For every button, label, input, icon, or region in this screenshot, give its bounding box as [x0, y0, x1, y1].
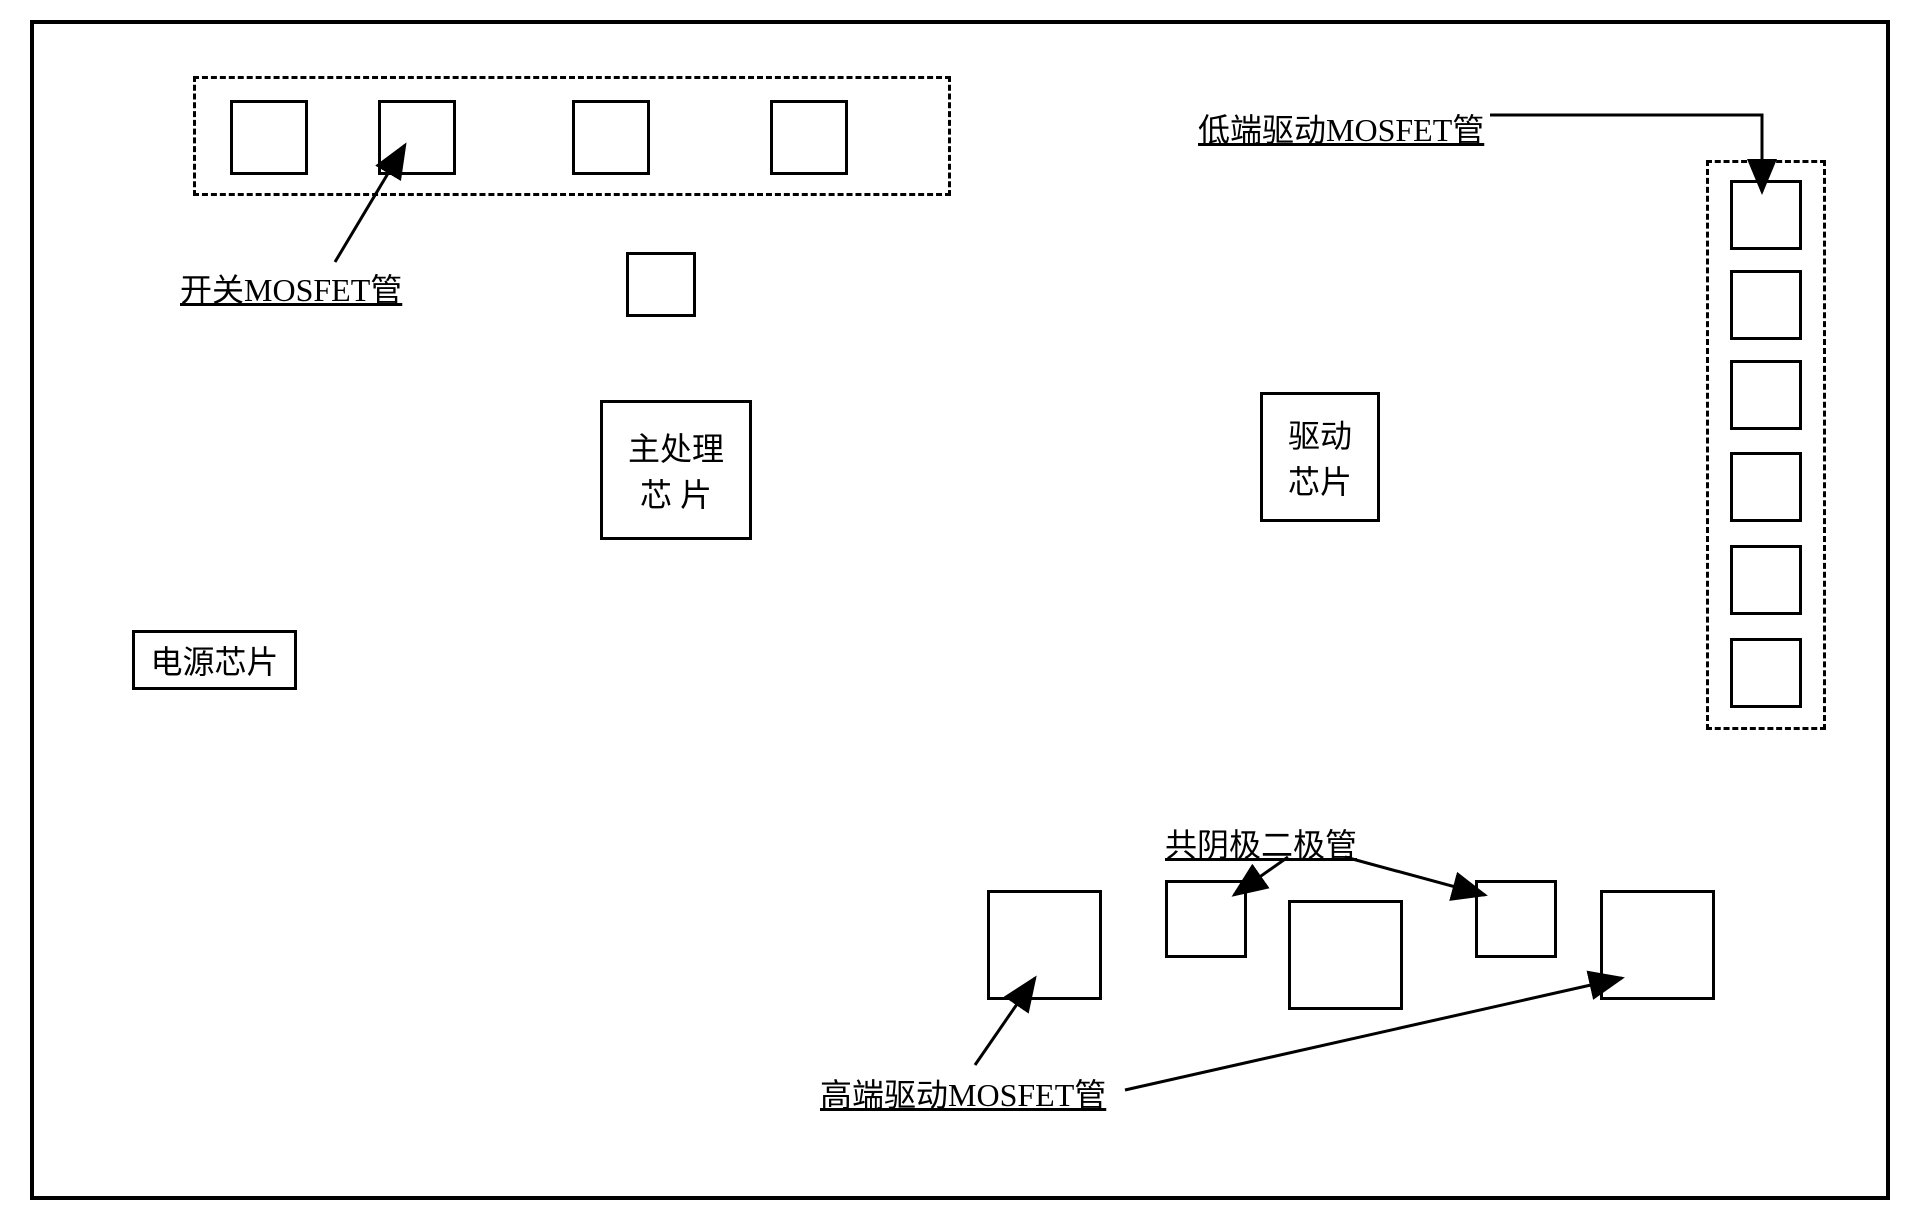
pcb-outer-frame [30, 20, 1890, 1200]
cathode-diode-1 [1165, 880, 1247, 958]
high-side-mosfet-1 [987, 890, 1102, 1000]
driver-chip: 驱动 芯片 [1260, 392, 1380, 522]
low-side-mosfet-2 [1730, 270, 1802, 340]
switch-mosfet-4 [770, 100, 848, 175]
power-chip: 电源芯片 [132, 630, 297, 690]
high-side-mosfet-2 [1288, 900, 1403, 1010]
extra-component [626, 252, 696, 317]
main-processor-label: 主处理 芯 片 [628, 424, 724, 516]
switch-mosfet-2 [378, 100, 456, 175]
switch-mosfet-3 [572, 100, 650, 175]
power-chip-label: 电源芯片 [150, 637, 278, 683]
low-side-mosfet-label: 低端驱动MOSFET管 [1198, 105, 1484, 151]
high-side-mosfet-label: 高端驱动MOSFET管 [820, 1070, 1106, 1116]
switch-mosfet-label: 开关MOSFET管 [180, 265, 402, 311]
switch-mosfet-1 [230, 100, 308, 175]
low-side-mosfet-4 [1730, 452, 1802, 522]
low-side-mosfet-6 [1730, 638, 1802, 708]
high-side-mosfet-3 [1600, 890, 1715, 1000]
low-side-mosfet-3 [1730, 360, 1802, 430]
low-side-mosfet-5 [1730, 545, 1802, 615]
cathode-diode-label: 共阴极二极管 [1165, 820, 1357, 866]
cathode-diode-2 [1475, 880, 1557, 958]
low-side-mosfet-1 [1730, 180, 1802, 250]
driver-chip-label: 驱动 芯片 [1288, 411, 1352, 503]
main-processor-chip: 主处理 芯 片 [600, 400, 752, 540]
